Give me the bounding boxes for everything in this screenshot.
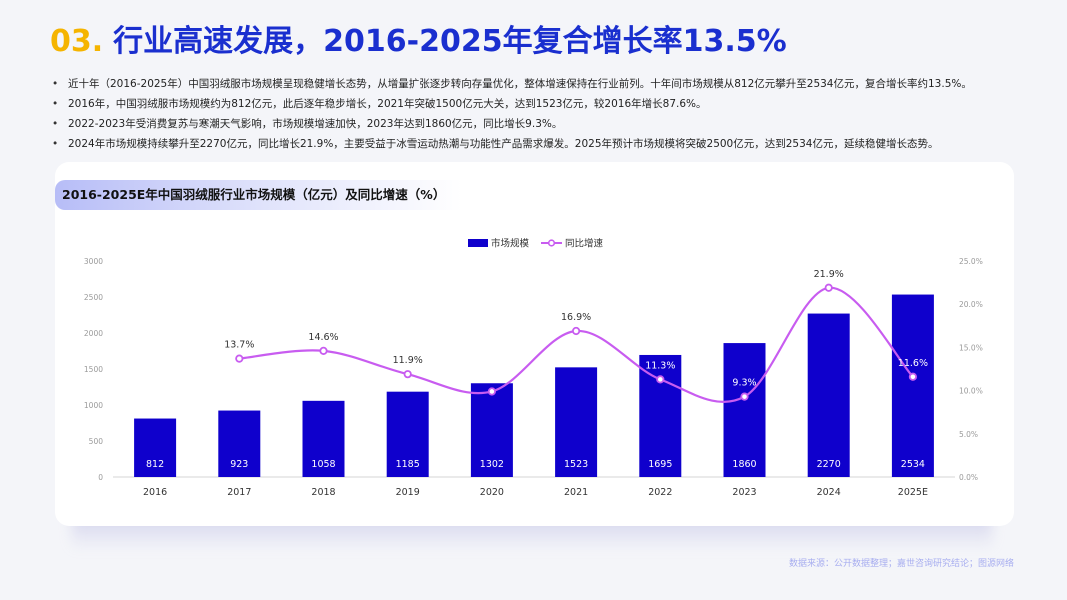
growth-point: [740, 392, 749, 401]
growth-value-label: 9.3%: [732, 378, 756, 389]
y-left-tick-label: 2000: [84, 329, 103, 338]
page-title: 03. 行业高速发展，2016-2025年复合增长率13.5%: [50, 16, 787, 60]
bullet-item: 2022-2023年受消费复苏与寒潮天气影响，市场规模增速加快，2023年达到1…: [52, 114, 1032, 134]
bar-value-label: 1695: [648, 459, 672, 470]
bar: [302, 400, 345, 477]
x-tick-label: 2018: [311, 487, 335, 498]
y-right-tick-label: 0.0%: [959, 473, 978, 482]
legend-bar-label: 市场规模: [491, 238, 530, 250]
y-right-tick-label: 25.0%: [959, 257, 983, 266]
bar: [386, 391, 429, 477]
growth-point: [571, 326, 581, 336]
chart-title: 2016-2025E年中国羽绒服行业市场规模（亿元）及同比增速（%）: [55, 180, 462, 210]
combo-chart: 0 500 1000 1500 2000 2500 3000 0.0% 5.0% 10.0% 15.…: [84, 238, 983, 499]
growth-line: [239, 286, 914, 403]
bar: [555, 367, 598, 477]
growth-value-label: 14.6%: [308, 332, 338, 343]
bar-value-label: 1860: [732, 459, 756, 470]
bar-value-label: 1302: [480, 459, 504, 470]
growth-point: [656, 375, 665, 384]
bar: [807, 313, 850, 477]
y-left-tick-label: 1500: [84, 365, 103, 374]
bar-value-label: 1185: [396, 459, 420, 470]
bar: [891, 294, 934, 477]
bar-value-label: 2534: [901, 459, 925, 470]
bullet-item: 2024年市场规模持续攀升至2270亿元，同比增长21.9%，主要受益于冰雪运动…: [52, 134, 1032, 154]
growth-value-label: 11.9%: [393, 355, 423, 366]
section-title: 行业高速发展，2016-2025年复合增长率13.5%: [113, 24, 787, 59]
source-note: 数据来源：公开数据整理；嘉世咨询研究结论；图源网络: [788, 559, 1014, 569]
bar-value-label: 1523: [564, 459, 588, 470]
bar-value-label: 812: [146, 459, 164, 470]
section-number: 03.: [50, 24, 104, 59]
bar-value-label: 923: [230, 459, 248, 470]
y-left-tick-label: 3000: [84, 257, 103, 266]
x-tick-label: 2017: [227, 487, 251, 498]
legend-line-label: 同比增速: [565, 238, 604, 250]
chart-card: 2016-2025E年中国羽绒服行业市场规模（亿元）及同比增速（%） 0 500 1…: [55, 162, 1014, 526]
bullet-list: 近十年（2016-2025年）中国羽绒服市场规模呈现稳健增长态势，从增量扩张逐步…: [52, 74, 1032, 154]
y-left-tick-label: 2500: [84, 293, 103, 302]
growth-point: [319, 346, 328, 355]
x-tick-label: 2024: [817, 487, 841, 498]
legend-line-marker: [547, 239, 556, 247]
growth-value-label: 16.9%: [561, 312, 591, 323]
growth-point: [235, 354, 244, 363]
growth-value-label: 11.6%: [898, 358, 928, 369]
bar-value-label: 1058: [311, 459, 335, 470]
growth-point: [403, 370, 412, 379]
y-right-tick-label: 15.0%: [959, 343, 983, 352]
y-left-tick-label: 0: [98, 473, 103, 482]
y-right-tick-label: 10.0%: [959, 387, 983, 396]
bar: [470, 383, 513, 477]
growth-value-label: 21.9%: [814, 269, 844, 280]
x-tick-label: 2025E: [898, 487, 928, 498]
growth-point: [908, 372, 918, 381]
growth-point: [487, 387, 496, 396]
x-tick-label: 2020: [480, 487, 504, 498]
x-tick-label: 2023: [732, 487, 756, 498]
y-right-tick-label: 5.0%: [959, 430, 978, 439]
bullet-item: 近十年（2016-2025年）中国羽绒服市场规模呈现稳健增长态势，从增量扩张逐步…: [52, 74, 1032, 94]
bar: [134, 418, 177, 477]
growth-value-label: 11.3%: [645, 360, 675, 371]
growth-point: [824, 283, 833, 292]
y-left-tick-label: 1000: [84, 401, 103, 410]
x-tick-label: 2022: [648, 487, 672, 498]
y-right-tick-label: 20.0%: [959, 300, 983, 309]
bar: [218, 410, 261, 477]
legend-bar-swatch: [468, 239, 488, 247]
growth-value-label: 9.9%: [480, 372, 504, 383]
x-tick-label: 2016: [143, 487, 167, 498]
bar-value-label: 2270: [817, 459, 841, 470]
bullet-item: 2016年，中国羽绒服市场规模约为812亿元，此后逐年稳步增长，2021年突破1…: [52, 94, 1032, 114]
x-tick-label: 2019: [396, 487, 420, 498]
bar: [723, 343, 766, 477]
x-tick-label: 2021: [564, 487, 588, 498]
y-left-tick-label: 500: [89, 437, 104, 446]
growth-value-label: 13.7%: [224, 340, 254, 351]
